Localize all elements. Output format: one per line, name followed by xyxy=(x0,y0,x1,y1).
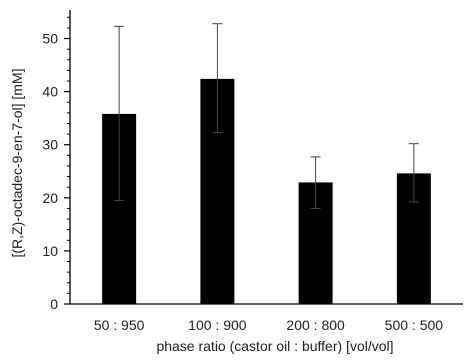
x-tick-label: 500 : 500 xyxy=(385,317,444,333)
x-axis-label: phase ratio (castor oil : buffer) [vol/v… xyxy=(156,338,393,354)
y-tick-label: 50 xyxy=(42,31,58,47)
y-tick-label: 40 xyxy=(42,84,58,100)
y-tick-label: 30 xyxy=(42,137,58,153)
y-axis: 0 10 20 30 40 50 xyxy=(42,10,71,312)
x-tick-label: 100 : 900 xyxy=(188,317,247,333)
bars xyxy=(102,78,431,305)
x-tick-label: 50 : 950 xyxy=(94,317,145,333)
y-axis-label: [(R,Z)-octadec-9-en-7-ol] [mM] xyxy=(9,68,25,257)
error-bars xyxy=(114,23,419,209)
y-tick-label: 10 xyxy=(42,243,58,259)
y-tick-label: 20 xyxy=(42,190,58,206)
x-tick-label: 200 : 800 xyxy=(286,317,345,333)
y-tick-label: 0 xyxy=(50,296,58,312)
x-axis: 50 : 950 100 : 900 200 : 800 500 : 500 xyxy=(70,303,463,333)
